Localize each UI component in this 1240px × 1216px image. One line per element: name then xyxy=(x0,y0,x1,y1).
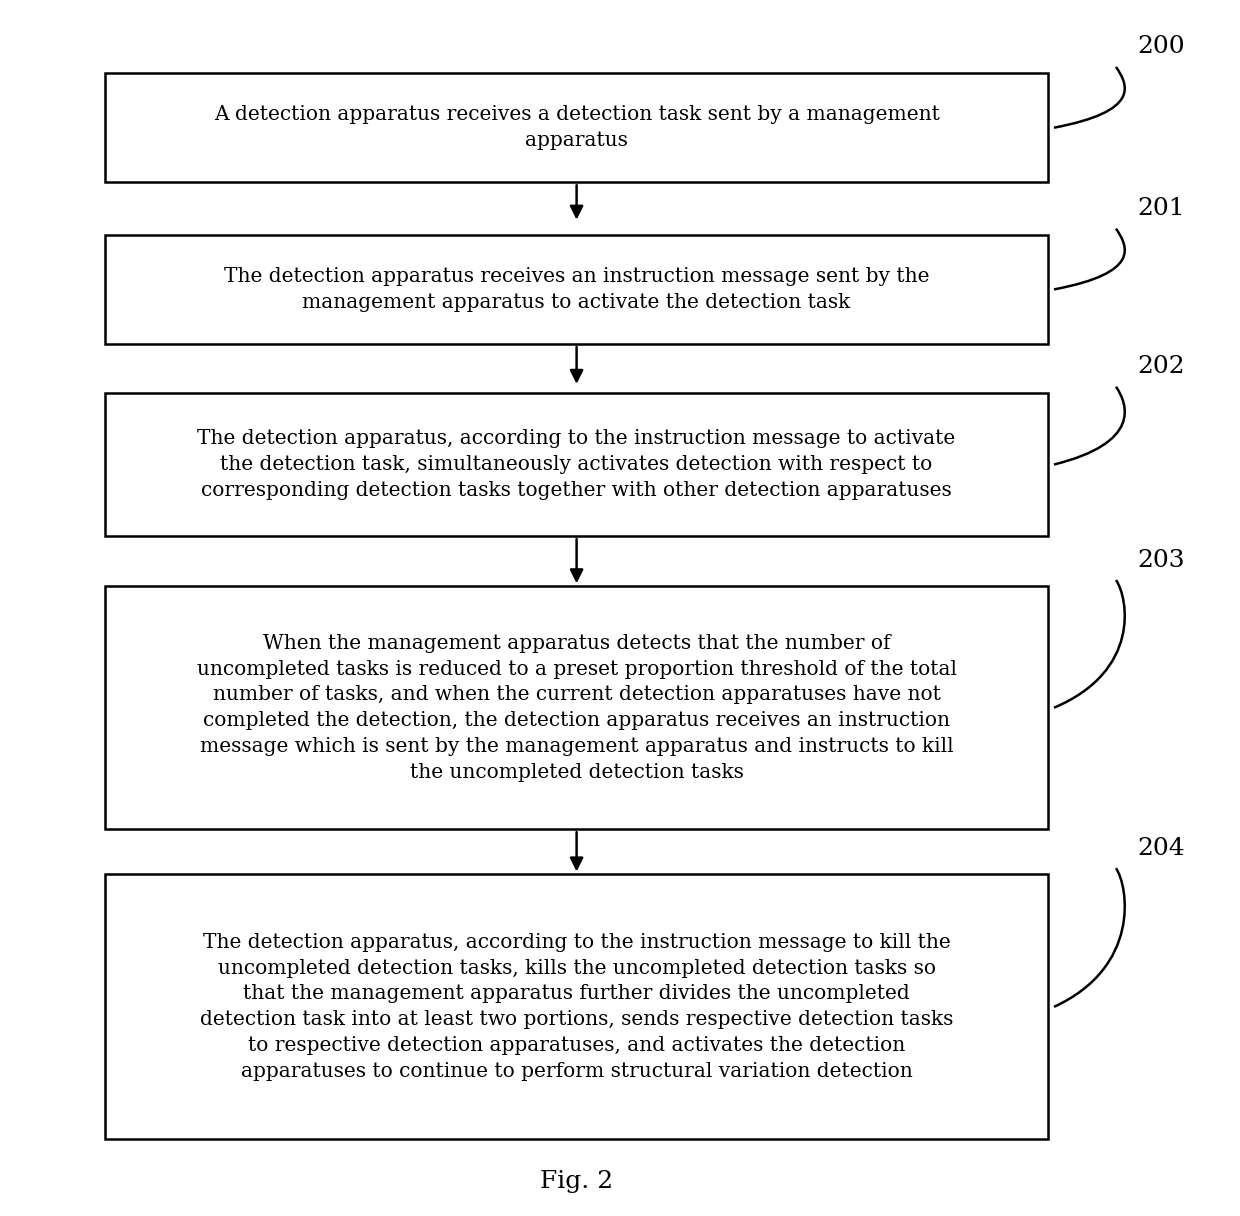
Text: 204: 204 xyxy=(1137,837,1184,860)
Text: When the management apparatus detects that the number of
uncompleted tasks is re: When the management apparatus detects th… xyxy=(197,634,956,782)
Text: The detection apparatus receives an instruction message sent by the
management a: The detection apparatus receives an inst… xyxy=(224,268,929,311)
Text: 200: 200 xyxy=(1137,35,1184,58)
Text: The detection apparatus, according to the instruction message to kill the
uncomp: The detection apparatus, according to th… xyxy=(200,933,954,1081)
FancyBboxPatch shape xyxy=(105,586,1048,829)
Text: A detection apparatus receives a detection task sent by a management
apparatus: A detection apparatus receives a detecti… xyxy=(213,106,940,150)
FancyBboxPatch shape xyxy=(105,73,1048,182)
Text: 203: 203 xyxy=(1137,548,1184,572)
Text: Fig. 2: Fig. 2 xyxy=(541,1171,613,1193)
Text: 201: 201 xyxy=(1137,197,1184,220)
FancyBboxPatch shape xyxy=(105,393,1048,536)
Text: 202: 202 xyxy=(1137,355,1184,378)
Text: The detection apparatus, according to the instruction message to activate
the de: The detection apparatus, according to th… xyxy=(197,429,956,500)
FancyBboxPatch shape xyxy=(105,874,1048,1139)
FancyBboxPatch shape xyxy=(105,235,1048,344)
